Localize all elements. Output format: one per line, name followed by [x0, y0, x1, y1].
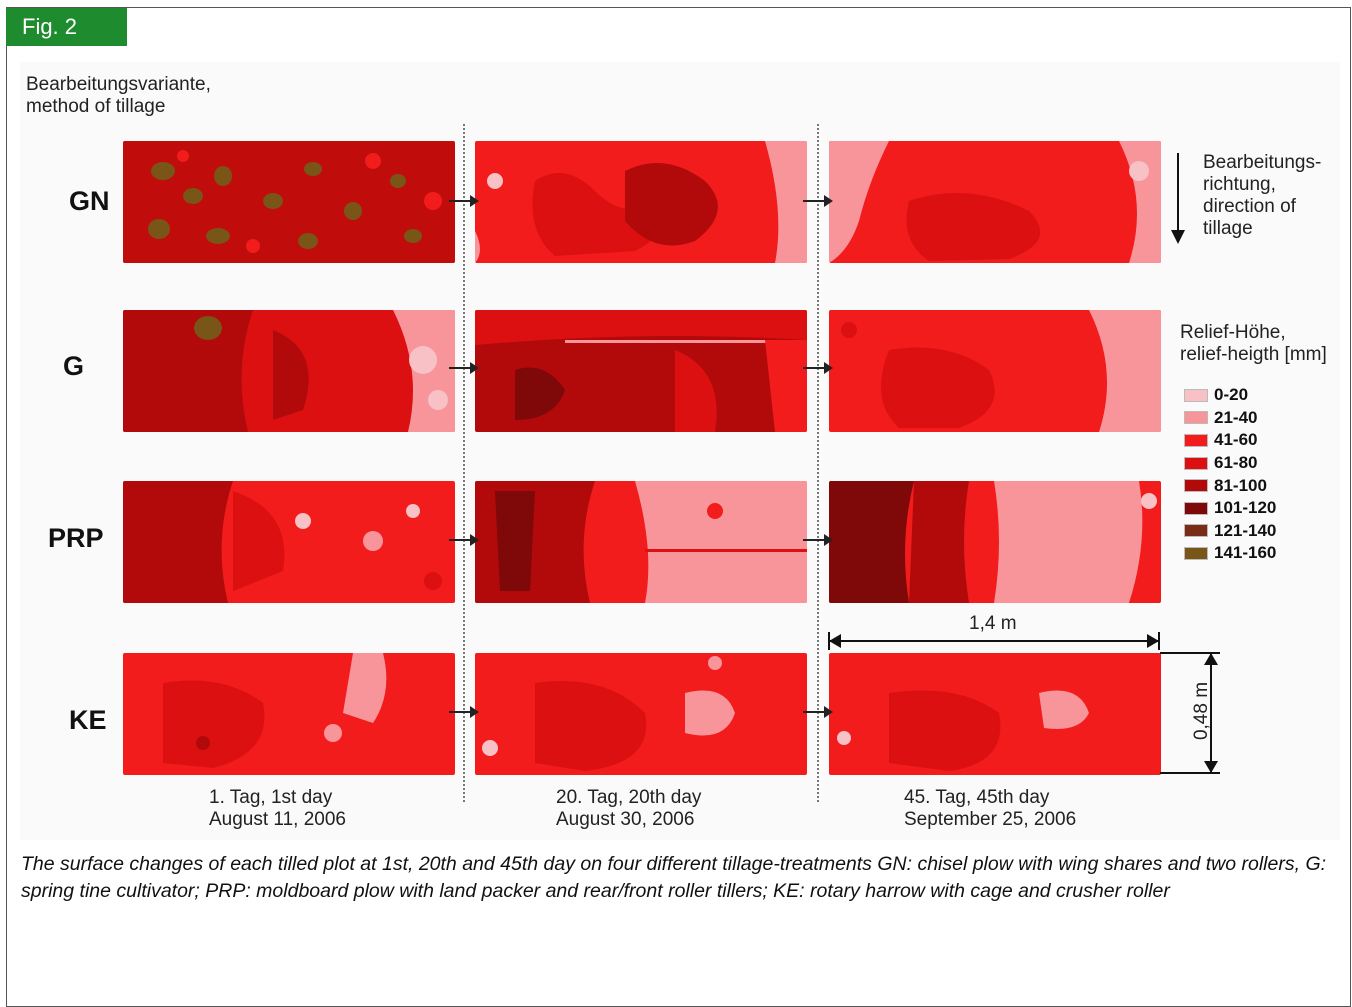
- day-label-20-line1: 20. Tag, 20th day: [556, 787, 702, 808]
- legend-swatch: [1184, 501, 1208, 515]
- tillage-heading: Bearbeitungsvariante, method of tillage: [26, 74, 211, 118]
- direction-label-line: Bearbeitungs-: [1203, 152, 1322, 173]
- arrow-g-2: [803, 362, 833, 374]
- day-label-20-line2: August 30, 2006: [556, 809, 695, 830]
- plot-prp-day1: [123, 481, 455, 603]
- arrow-ke-2: [803, 706, 833, 718]
- plot-prp-day45: [829, 481, 1161, 603]
- plot-gn-day45: [829, 141, 1161, 263]
- divider-day1-day20: [463, 124, 465, 802]
- legend-label: 141-160: [1214, 543, 1277, 563]
- arrow-ke-1: [449, 706, 479, 718]
- divider-day20-day45: [817, 124, 819, 802]
- legend-label: 61-80: [1214, 453, 1258, 473]
- plot-ke-day1: [123, 653, 455, 775]
- scale-height-label: 0,48 m: [1191, 681, 1212, 741]
- scale-height-tick: [1160, 652, 1220, 654]
- scale-width-tick: [1158, 632, 1160, 650]
- legend-item: 41-60: [1184, 429, 1276, 452]
- direction-label-line: richtung,: [1203, 174, 1276, 195]
- plot-gn-day1: [123, 141, 455, 263]
- plot-prp-day20: [475, 481, 807, 603]
- plot-g-day20: [475, 310, 807, 432]
- legend: 0-20 21-40 41-60 61-80 81-100 101-120 12…: [1184, 384, 1276, 565]
- legend-swatch: [1184, 456, 1208, 470]
- legend-swatch: [1184, 388, 1208, 402]
- figure-tag: Fig. 2: [6, 8, 127, 46]
- scale-width-tick: [828, 632, 830, 650]
- arrow-gn-2: [803, 195, 833, 207]
- row-label-gn: GN: [69, 186, 110, 216]
- day-label-1-line2: August 11, 2006: [209, 809, 346, 830]
- arrow-g-1: [449, 362, 479, 374]
- legend-item: 0-20: [1184, 384, 1276, 407]
- day-label-1-line1: 1. Tag, 1st day: [209, 787, 333, 808]
- direction-arrow-icon: [1171, 153, 1185, 244]
- legend-title: Relief-Höhe, relief-heigth [mm]: [1180, 322, 1327, 366]
- figure-caption: The surface changes of each tilled plot …: [21, 853, 1327, 902]
- legend-label: 101-120: [1214, 498, 1277, 518]
- legend-item: 141-160: [1184, 542, 1276, 565]
- scale-height-arrow: [1204, 653, 1218, 773]
- plot-ke-day20: [475, 653, 807, 775]
- tillage-heading-de: Bearbeitungsvariante,: [26, 74, 211, 95]
- legend-item: 101-120: [1184, 497, 1276, 520]
- day-label-1: 1. Tag, 1st day August 11, 2006: [209, 787, 346, 831]
- direction-label: Bearbeitungs- richtung, direction of til…: [1203, 152, 1321, 240]
- scale-height-tick: [1160, 772, 1220, 774]
- legend-label: 0-20: [1214, 385, 1249, 405]
- legend-item: 21-40: [1184, 407, 1276, 430]
- row-label-ke: KE: [69, 705, 107, 735]
- row-label-g: G: [63, 351, 85, 381]
- plot-g-day1: [123, 310, 455, 432]
- legend-label: 21-40: [1214, 407, 1258, 427]
- legend-swatch: [1184, 479, 1208, 493]
- day-label-20: 20. Tag, 20th day August 30, 2006: [556, 787, 701, 831]
- day-label-45-line1: 45. Tag, 45th day: [904, 787, 1050, 808]
- legend-swatch: [1184, 411, 1208, 425]
- legend-item: 121-140: [1184, 520, 1276, 543]
- legend-swatch: [1184, 524, 1208, 538]
- legend-label: 81-100: [1214, 475, 1267, 495]
- direction-label-line: tillage: [1203, 218, 1253, 239]
- legend-title-en: relief-heigth [mm]: [1180, 344, 1327, 365]
- plot-gn-day20: [475, 141, 807, 263]
- legend-title-de: Relief-Höhe,: [1180, 322, 1286, 343]
- scale-width-arrow: [828, 632, 1160, 650]
- legend-item: 61-80: [1184, 452, 1276, 475]
- arrow-prp-2: [803, 534, 833, 546]
- direction-label-line: direction of: [1203, 196, 1296, 217]
- scale-width-label: 1,4 m: [969, 613, 1017, 634]
- legend-item: 81-100: [1184, 474, 1276, 497]
- day-label-45: 45. Tag, 45th day September 25, 2006: [904, 787, 1076, 831]
- arrow-prp-1: [449, 534, 479, 546]
- legend-swatch: [1184, 546, 1208, 560]
- day-label-45-line2: September 25, 2006: [904, 809, 1077, 830]
- legend-swatch: [1184, 433, 1208, 447]
- tillage-heading-en: method of tillage: [26, 96, 166, 117]
- legend-label: 41-60: [1214, 430, 1258, 450]
- row-label-prp: PRP: [48, 523, 104, 553]
- legend-label: 121-140: [1214, 520, 1277, 540]
- arrow-gn-1: [449, 195, 479, 207]
- plot-g-day45: [829, 310, 1161, 432]
- plot-ke-day45: [829, 653, 1161, 775]
